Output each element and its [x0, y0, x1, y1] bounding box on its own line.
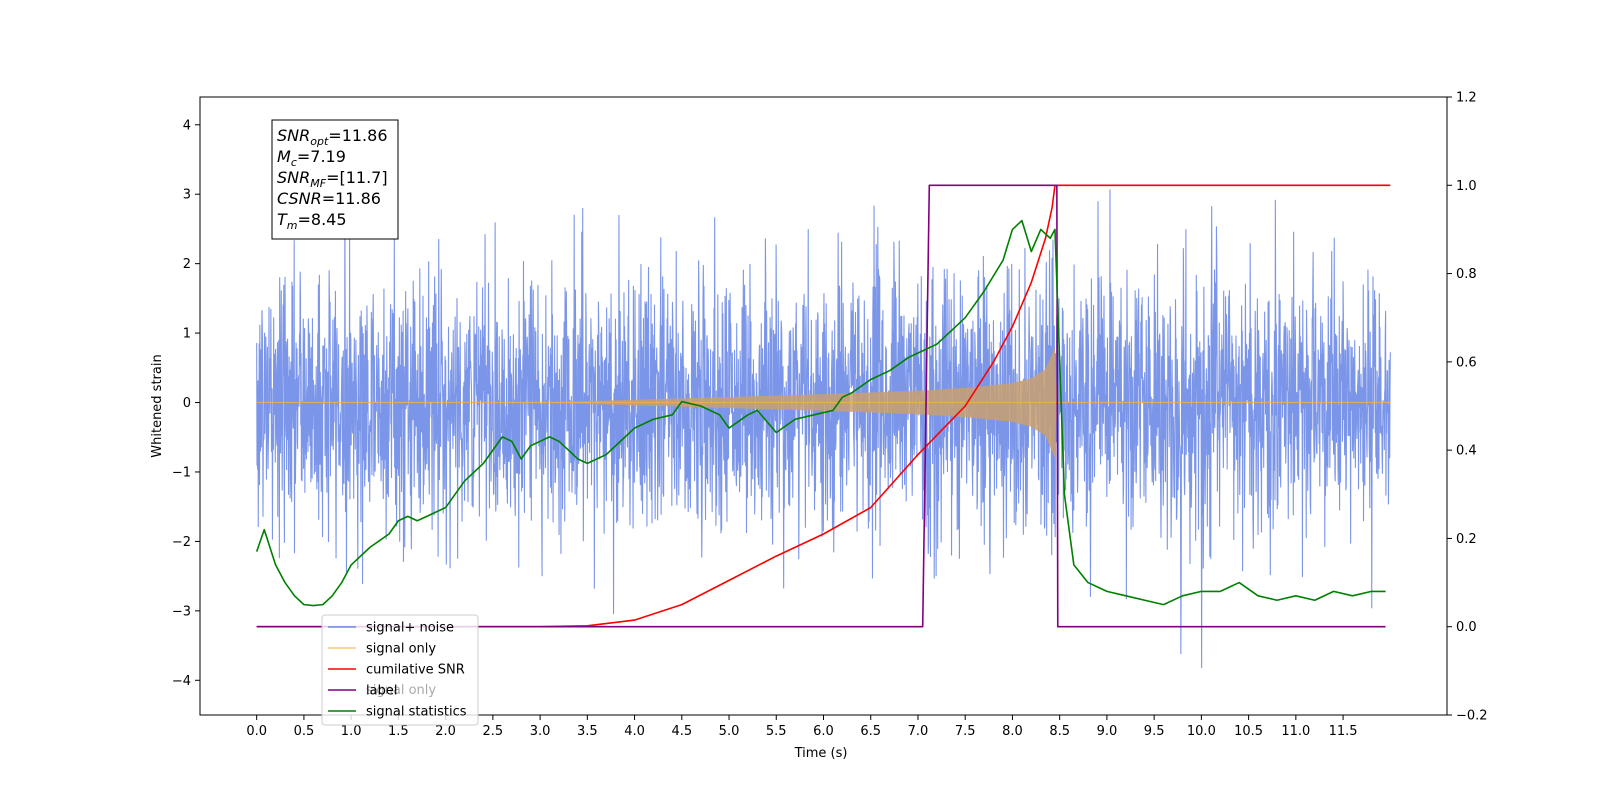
y-left-tick-label: 0 — [183, 396, 191, 411]
y-left-tick-label: −1 — [172, 465, 191, 480]
x-tick-label: 2.5 — [483, 724, 504, 739]
x-tick-label: 7.5 — [955, 724, 976, 739]
annotation-value: =11.86 — [322, 189, 381, 208]
x-tick-label: 0.0 — [246, 724, 267, 739]
y-right-tick-label: 0.2 — [1456, 532, 1477, 547]
annotation-subscript: m — [287, 219, 298, 232]
annotation-subscript: MF — [310, 177, 326, 190]
y-right-tick-label: 1.0 — [1456, 179, 1477, 194]
legend-overlap-text: signal only — [366, 683, 436, 698]
x-tick-label: 9.0 — [1097, 724, 1118, 739]
x-tick-label: 11.5 — [1329, 724, 1358, 739]
y-right-tick-label: −0.2 — [1456, 709, 1488, 724]
x-tick-label: 3.5 — [577, 724, 598, 739]
y-left-tick-label: −3 — [172, 604, 191, 619]
x-tick-label: 11.0 — [1281, 724, 1310, 739]
x-tick-label: 1.0 — [341, 724, 362, 739]
y-right-tick-label: 0.0 — [1456, 620, 1477, 635]
y-right-tick-label: 1.2 — [1456, 91, 1477, 106]
annotation-variable: M — [277, 147, 291, 166]
x-tick-label: 8.0 — [1002, 724, 1023, 739]
y-left-tick-label: 3 — [183, 188, 191, 203]
x-tick-label: 4.5 — [671, 724, 692, 739]
annotation-value: =7.19 — [297, 147, 346, 166]
annotation-line: SNRMF=[11.7] — [277, 168, 388, 190]
annotation-value: =8.45 — [298, 210, 347, 229]
y-left-tick-label: 1 — [183, 327, 191, 342]
y-axis-left: −4 −3 −2 −1 0 1 2 3 4 — [172, 118, 200, 689]
x-tick-label: 0.5 — [294, 724, 315, 739]
x-tick-label: 8.5 — [1049, 724, 1070, 739]
series-label-line — [256, 184, 1386, 628]
y-right-tick-label: 0.4 — [1456, 444, 1477, 459]
y-right-tick-label: 0.6 — [1456, 355, 1477, 370]
x-axis-label: Time (s) — [794, 746, 848, 761]
annotation-variable: SNR — [277, 168, 310, 187]
y-left-tick-label: −4 — [172, 674, 191, 689]
x-tick-label: 5.0 — [719, 724, 740, 739]
annotation-line: CSNR=11.86 — [277, 189, 381, 208]
x-tick-label: 10.5 — [1234, 724, 1263, 739]
annotation-line: Mc=7.19 — [277, 147, 346, 169]
y-axis-right: −0.2 0.0 0.2 0.4 0.6 0.8 1.0 1.2 — [1447, 91, 1488, 724]
plot-area — [199, 96, 1448, 716]
annotation-line: Tm=8.45 — [277, 210, 347, 232]
annotation-value: =11.86 — [328, 126, 387, 145]
y-axis-label: Whitened strain — [150, 354, 165, 457]
x-tick-label: 4.0 — [624, 724, 645, 739]
y-left-tick-label: 2 — [183, 257, 191, 272]
annotation-box: SNRopt=11.86Mc=7.19SNRMF=[11.7]CSNR=11.8… — [271, 119, 399, 240]
legend-entry-label: signal statistics — [366, 705, 467, 720]
annotation-variable: T — [277, 210, 288, 229]
x-tick-label: 10.0 — [1187, 724, 1216, 739]
series-layer — [255, 184, 1391, 669]
x-tick-label: 6.5 — [860, 724, 881, 739]
x-tick-label: 3.0 — [530, 724, 551, 739]
legend: signal only signal+ noise signal only cumil… — [321, 614, 479, 726]
x-axis: 0.0 0.5 1.0 1.5 2.0 2.5 3.0 3.5 4.0 4.5 5.0 5.5 6.0 6… — [246, 715, 1358, 739]
legend-frame — [321, 614, 479, 726]
series-signal-statistics-line — [255, 219, 1386, 607]
y-left-tick-label: 4 — [183, 118, 191, 133]
x-tick-label: 2.0 — [435, 724, 456, 739]
series-cumulative-snr-line — [256, 184, 1391, 628]
x-tick-label: 6.0 — [813, 724, 834, 739]
y-right-tick-label: 0.8 — [1456, 267, 1477, 282]
annotation-value: =[11.7] — [326, 168, 388, 187]
annotation-line: SNRopt=11.86 — [277, 126, 388, 148]
annotation-variable: CSNR — [277, 189, 322, 208]
annotation-variable: SNR — [277, 126, 310, 145]
legend-entry-label: cumilative SNR — [366, 663, 465, 678]
legend-entry-label: signal only — [366, 642, 436, 657]
legend-entry-label: signal+ noise — [366, 621, 454, 636]
x-tick-label: 5.5 — [766, 724, 787, 739]
annotation-frame — [271, 119, 399, 240]
y-left-tick-label: −2 — [172, 535, 191, 550]
legend-entry-label: label — [366, 684, 397, 699]
x-tick-label: 9.5 — [1144, 724, 1165, 739]
x-tick-label: 1.5 — [388, 724, 409, 739]
annotation-subscript: opt — [310, 135, 329, 148]
annotation-subscript: c — [291, 156, 297, 169]
series-signal-noise-line — [256, 189, 1391, 669]
x-tick-label: 7.0 — [908, 724, 929, 739]
